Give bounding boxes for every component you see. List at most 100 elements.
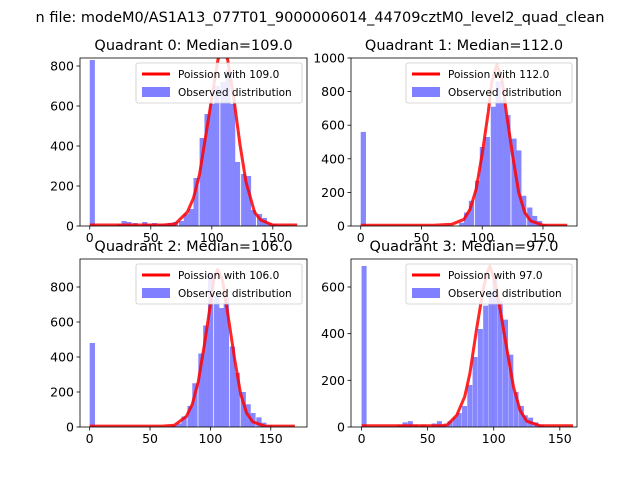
histogram-bar <box>505 115 511 226</box>
histogram-bar <box>241 174 247 226</box>
legend-label-observed: Observed distribution <box>178 87 292 99</box>
histogram-bar <box>225 70 231 226</box>
y-tick-label: 0 <box>66 219 74 234</box>
y-tick-label: 200 <box>50 385 74 400</box>
x-tick-label: 150 <box>261 230 285 245</box>
axes-frame <box>350 57 578 227</box>
legend-box <box>405 62 573 104</box>
y-tick-label: 600 <box>321 118 345 133</box>
histogram-bar <box>220 82 226 226</box>
histogram-bar <box>490 106 496 226</box>
histogram-bar <box>188 209 194 226</box>
x-tick-label: 0 <box>358 431 366 446</box>
histogram-bar <box>468 200 475 226</box>
x-tick-label: 150 <box>259 431 283 446</box>
histogram-bar <box>214 86 220 226</box>
histogram-bar <box>479 147 486 226</box>
subplot-title: Quadrant 0: Median=109.0 <box>94 38 292 54</box>
histogram-bar <box>256 417 262 427</box>
legend: Poission with 106.0 Observed distribution <box>135 263 303 305</box>
axes-frame <box>79 258 308 428</box>
x-tick-label: 0 <box>357 230 365 245</box>
y-tick-label: 0 <box>66 420 74 435</box>
subplot-quadrant-2: 0 50 100 150 0 200 400 600 800 Quadrant 2: Median… <box>50 239 308 446</box>
y-tick-label: 800 <box>50 280 74 295</box>
histogram-bar <box>193 178 199 226</box>
x-tick-label: 0 <box>86 431 94 446</box>
histogram-bar <box>203 325 209 427</box>
y-tick-label: 600 <box>50 315 74 330</box>
y-tick-label: 600 <box>321 280 345 295</box>
legend-label-fit: Poission with 106.0 <box>178 270 279 282</box>
y-tick-label: 200 <box>50 179 74 194</box>
histogram-bar <box>462 406 468 427</box>
x-tick-label: 100 <box>198 431 222 446</box>
x-tick-label: 100 <box>470 230 494 245</box>
x-tick-label: 100 <box>200 230 224 245</box>
x-tick-label: 50 <box>414 230 430 245</box>
histogram-bar <box>456 413 462 427</box>
y-tick-label: 800 <box>50 59 74 74</box>
histogram-bar <box>183 214 189 226</box>
subplot-quadrant-3: 0 50 100 150 0 200 400 600 Quadrant 3: Median=97… <box>321 239 578 446</box>
histogram-bar <box>214 295 220 427</box>
x-tick-label: 50 <box>420 431 436 446</box>
histogram-bar <box>361 266 367 427</box>
histogram-bar <box>511 138 517 226</box>
y-tick-label: 600 <box>50 99 74 114</box>
histogram-bar <box>223 297 229 427</box>
plot-area <box>89 58 298 226</box>
histogram-bar <box>240 392 246 427</box>
histogram-bar <box>474 180 481 226</box>
subplot-quadrant-0: 0 50 100 150 0 200 400 600 800 Quadrant 0: Median… <box>50 38 308 245</box>
y-tick-label: 400 <box>321 326 345 341</box>
legend-label-observed: Observed distribution <box>448 288 562 300</box>
histogram-bar <box>527 207 533 226</box>
legend: Poission with 112.0 Observed distribution <box>405 62 573 104</box>
y-tick-label: 800 <box>321 84 345 99</box>
histogram-bar <box>436 421 442 427</box>
x-tick-label: 50 <box>142 431 158 446</box>
x-tick-label: 150 <box>548 431 572 446</box>
histogram-bar <box>192 383 198 427</box>
figure-suptitle: n file: modeM0/AS1A13_077T01_9000006014_… <box>36 10 605 26</box>
histogram-bar <box>181 416 187 427</box>
histogram-bar <box>187 406 193 427</box>
plot-area <box>89 268 295 427</box>
legend-patch-swatch <box>142 87 170 97</box>
histogram-bar <box>198 353 204 427</box>
legend-patch-swatch <box>142 288 170 298</box>
y-tick-label: 400 <box>50 350 74 365</box>
legend-patch-swatch <box>412 87 440 97</box>
histogram-bar <box>178 221 184 226</box>
histogram-bar <box>229 346 236 427</box>
x-tick-label: 50 <box>143 230 159 245</box>
legend-box <box>405 263 573 305</box>
y-tick-label: 400 <box>321 151 345 166</box>
plot-area <box>361 264 573 427</box>
legend: Poission with 97.0 Observed distribution <box>405 263 573 305</box>
legend-label-observed: Observed distribution <box>448 87 562 99</box>
legend-label-fit: Poission with 112.0 <box>448 69 549 81</box>
histogram-bar <box>508 354 514 427</box>
y-tick-label: 0 <box>337 420 345 435</box>
histogram-bar <box>495 81 501 226</box>
histogram-bar <box>218 308 225 427</box>
subplot-grid: 0 50 100 150 0 200 400 600 800 Quadrant 0: Median… <box>50 38 578 446</box>
axes-frame <box>350 258 578 428</box>
histogram-bar <box>492 275 498 427</box>
legend-label-observed: Observed distribution <box>178 288 292 300</box>
histogram-bar <box>459 222 465 226</box>
x-tick-label: 100 <box>482 431 506 446</box>
subplot-title: Quadrant 3: Median=97.0 <box>370 239 559 255</box>
histogram-bar <box>207 273 214 427</box>
x-tick-label: 150 <box>531 230 555 245</box>
histogram-bar <box>250 210 256 226</box>
histogram-bar <box>464 212 470 226</box>
histogram-bar <box>518 406 524 427</box>
legend-box <box>135 263 303 305</box>
histogram-bar <box>477 329 483 427</box>
histogram-bar <box>176 423 182 427</box>
histogram-bar <box>360 131 366 226</box>
